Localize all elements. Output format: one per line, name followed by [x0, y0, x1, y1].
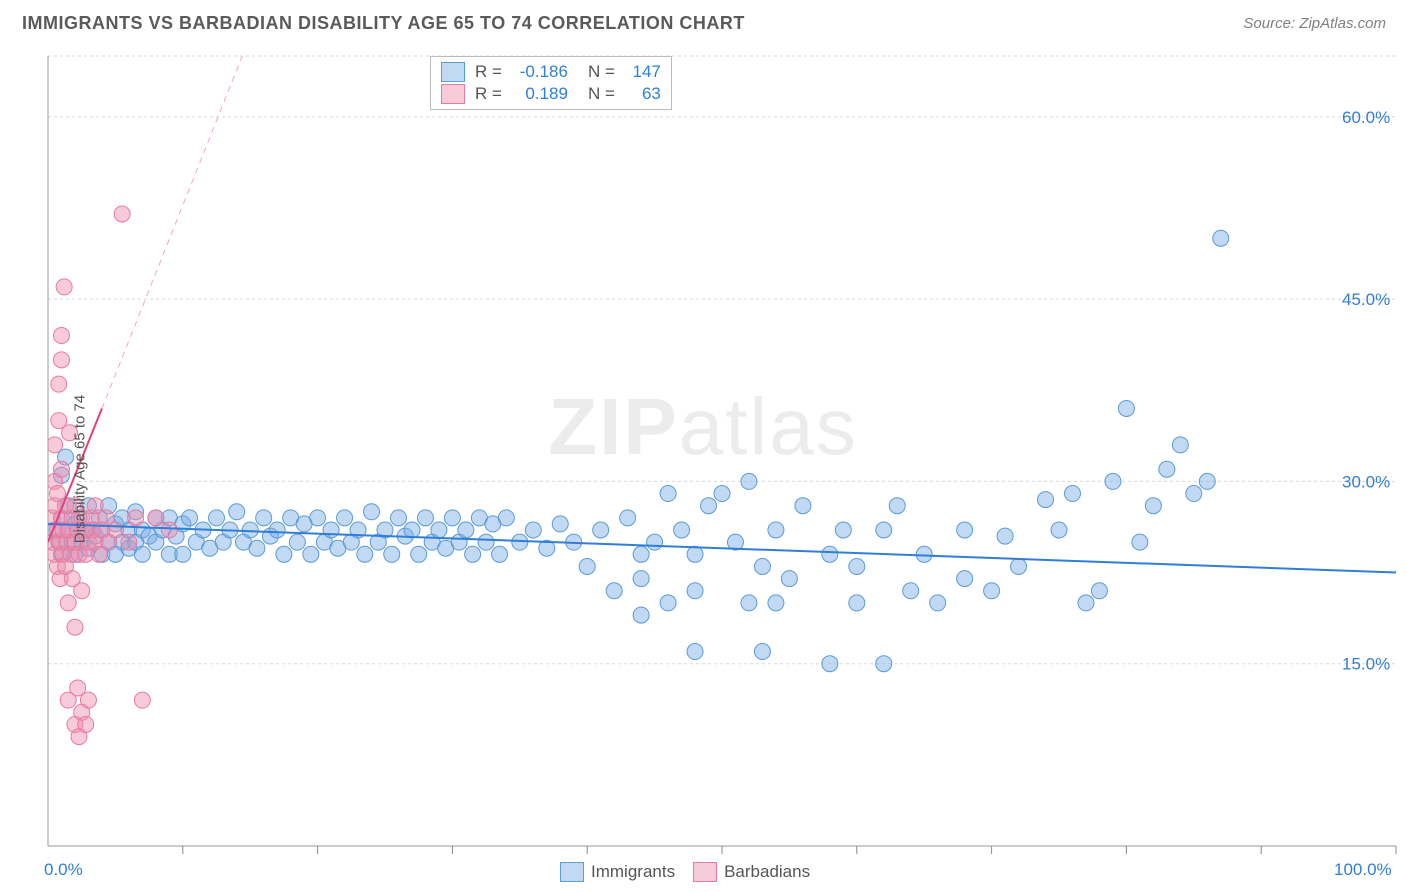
x-axis-min-label: 0.0%	[44, 860, 83, 880]
legend-swatch	[560, 862, 584, 882]
legend-item: Immigrants	[560, 862, 675, 882]
legend-label: Immigrants	[591, 862, 675, 882]
chart-title: IMMIGRANTS VS BARBADIAN DISABILITY AGE 6…	[22, 13, 745, 34]
x-axis-max-label: 100.0%	[1334, 860, 1392, 880]
scatter-plot-svg: 15.0% 30.0% 45.0% 60.0%	[0, 46, 1406, 892]
stats-legend-row: R =-0.186N =147	[441, 61, 661, 83]
legend-swatch	[441, 62, 465, 82]
svg-text:60.0%: 60.0%	[1342, 108, 1390, 127]
svg-text:30.0%: 30.0%	[1342, 472, 1390, 491]
svg-text:15.0%: 15.0%	[1342, 655, 1390, 674]
stats-legend: R =-0.186N =147R =0.189N =63	[430, 56, 672, 110]
series-legend: Immigrants Barbadians	[560, 862, 810, 882]
chart-area: Disability Age 65 to 74 ZIPatlas 15.0%30…	[0, 46, 1406, 892]
svg-text:45.0%: 45.0%	[1342, 290, 1390, 309]
legend-label: Barbadians	[724, 862, 810, 882]
chart-source: Source: ZipAtlas.com	[1243, 15, 1386, 32]
legend-swatch	[693, 862, 717, 882]
chart-header: IMMIGRANTS VS BARBADIAN DISABILITY AGE 6…	[0, 0, 1406, 46]
stats-legend-row: R =0.189N =63	[441, 83, 661, 105]
legend-item: Barbadians	[693, 862, 810, 882]
legend-swatch	[441, 84, 465, 104]
y-axis-label: Disability Age 65 to 74	[72, 395, 89, 543]
